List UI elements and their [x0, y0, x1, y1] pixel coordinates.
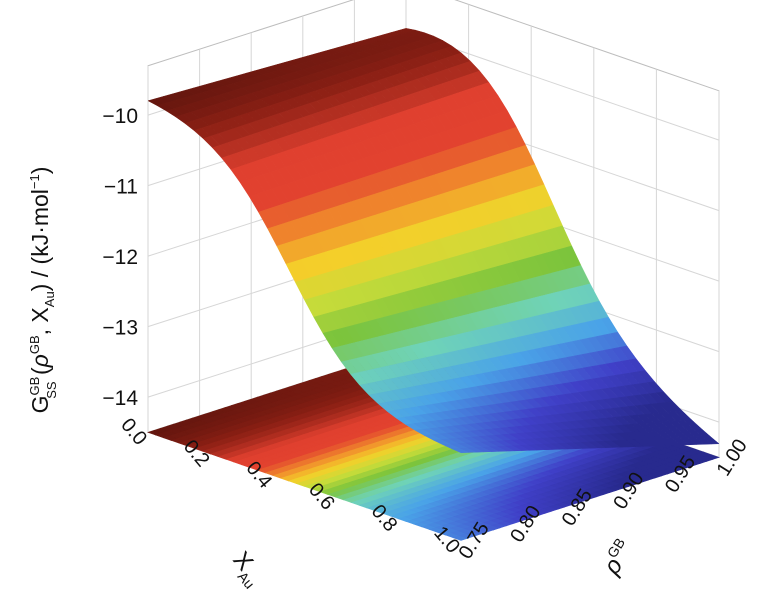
z-tick-label: −11: [104, 176, 138, 199]
z-tick-label: −13: [102, 317, 138, 340]
surface-layer: [147, 28, 720, 453]
x-axis-label: XAu: [224, 547, 269, 592]
z-tick-label: −10: [102, 105, 138, 128]
z-axis-label: GGB SS (ρGB, XAu) / (kJ·mol−1): [27, 167, 59, 414]
x-tick-label: 0.0: [116, 414, 151, 449]
z-tick-label: −14: [102, 387, 138, 410]
z-tick-label: −12: [102, 246, 138, 269]
y-axis-label: ρGB: [596, 535, 639, 580]
surface-patch: [451, 448, 469, 453]
floor-cell: [703, 454, 720, 460]
